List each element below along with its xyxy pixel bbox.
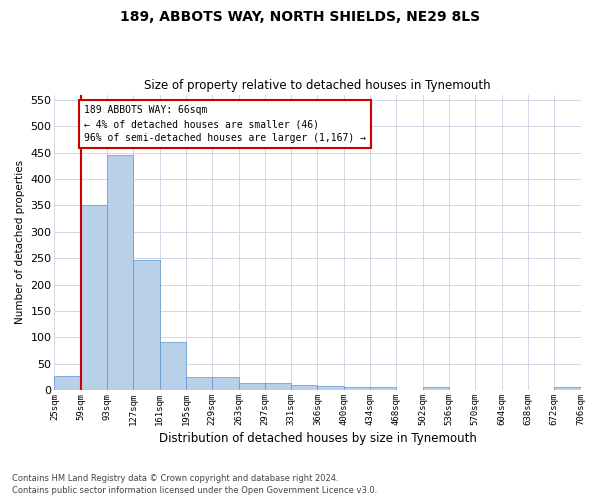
Bar — [186, 378, 212, 390]
Text: 189, ABBOTS WAY, NORTH SHIELDS, NE29 8LS: 189, ABBOTS WAY, NORTH SHIELDS, NE29 8LS — [120, 10, 480, 24]
Bar — [554, 388, 581, 390]
Text: Contains HM Land Registry data © Crown copyright and database right 2024.
Contai: Contains HM Land Registry data © Crown c… — [12, 474, 377, 495]
Title: Size of property relative to detached houses in Tynemouth: Size of property relative to detached ho… — [144, 79, 491, 92]
Bar — [370, 388, 397, 390]
Bar — [133, 260, 160, 390]
Bar — [107, 155, 133, 390]
Bar — [160, 342, 186, 390]
Bar — [422, 388, 449, 390]
Bar — [239, 383, 265, 390]
Bar — [344, 387, 370, 390]
Bar — [55, 376, 81, 390]
Bar — [81, 206, 107, 390]
Bar — [317, 386, 344, 390]
Bar — [291, 385, 317, 390]
X-axis label: Distribution of detached houses by size in Tynemouth: Distribution of detached houses by size … — [158, 432, 476, 445]
Text: 189 ABBOTS WAY: 66sqm
← 4% of detached houses are smaller (46)
96% of semi-detac: 189 ABBOTS WAY: 66sqm ← 4% of detached h… — [84, 105, 366, 143]
Bar — [265, 383, 291, 390]
Bar — [212, 378, 239, 390]
Y-axis label: Number of detached properties: Number of detached properties — [15, 160, 25, 324]
